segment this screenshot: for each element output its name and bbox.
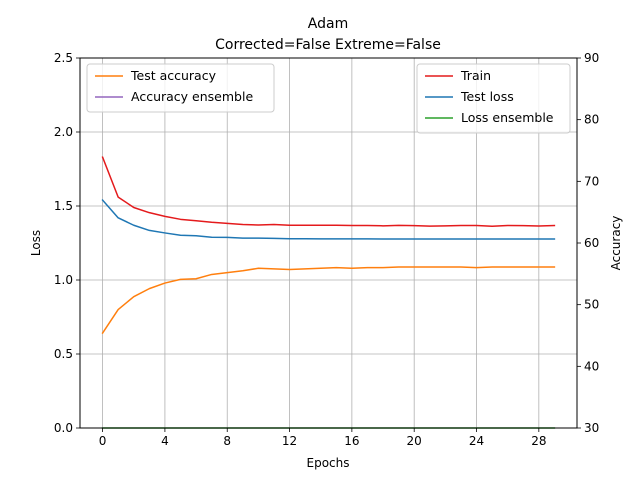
y-axis-label: Loss (29, 230, 43, 256)
legend-box (416, 63, 571, 134)
series-layer (101, 156, 556, 429)
x-axis: 0 4 8 12 16 20 24 28 (99, 428, 546, 448)
y-axis-left: 0.0 0.5 1.0 1.5 2.0 2.5 (54, 51, 80, 435)
chart-subtitle: Corrected=False Extreme=False (215, 37, 441, 53)
y-right-tick-label: 30 (584, 421, 599, 435)
x-tick-label: 24 (469, 434, 484, 448)
y-tick-label: 1.5 (54, 199, 73, 213)
x-tick-label: 0 (99, 434, 107, 448)
y-right-tick-label: 60 (584, 236, 599, 250)
legend-left: Test accuracy Accuracy ensemble (86, 63, 275, 113)
chart-title: Adam (308, 16, 348, 32)
x-tick-label: 28 (531, 434, 546, 448)
y-tick-label: 1.0 (54, 273, 73, 287)
legend-label-loss-ensemble: Loss ensemble (461, 110, 554, 125)
x-axis-label: Epochs (307, 456, 350, 470)
legend-label-test-accuracy: Test accuracy (130, 68, 217, 83)
y-tick-label: 2.0 (54, 125, 73, 139)
y-right-tick-label: 50 (584, 298, 599, 312)
legend-right: Train Test loss Loss ensemble (416, 63, 571, 134)
series-line-test-accuracy (101, 266, 556, 335)
y-axis-right: 30 40 50 60 70 80 90 (577, 51, 599, 435)
series-line-test-loss (101, 199, 556, 240)
y-right-tick-label: 40 (584, 359, 599, 373)
series-line-train (101, 156, 556, 228)
y-right-tick-label: 80 (584, 113, 599, 127)
legend-label-test-loss: Test loss (460, 89, 514, 104)
x-tick-label: 4 (161, 434, 169, 448)
x-tick-label: 8 (223, 434, 231, 448)
x-tick-label: 16 (344, 434, 359, 448)
x-tick-label: 12 (282, 434, 297, 448)
y-tick-label: 0.5 (54, 347, 73, 361)
legend-label-accuracy-ensemble: Accuracy ensemble (131, 89, 253, 104)
y-tick-label: 0.0 (54, 421, 73, 435)
y-right-tick-label: 90 (584, 51, 599, 65)
legend-box (86, 63, 275, 113)
y-right-tick-label: 70 (584, 174, 599, 188)
y-axis-right-label: Accuracy (609, 216, 623, 271)
x-tick-label: 20 (407, 434, 422, 448)
y-tick-label: 2.5 (54, 51, 73, 65)
legend-label-train: Train (460, 68, 491, 83)
